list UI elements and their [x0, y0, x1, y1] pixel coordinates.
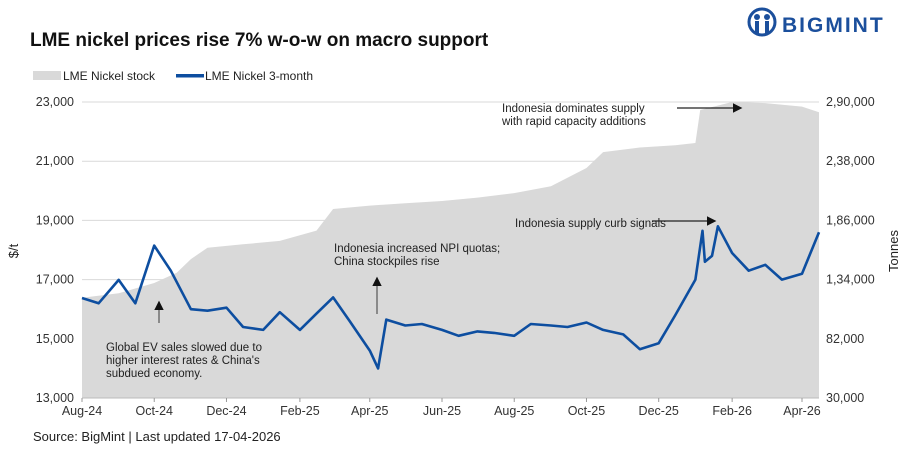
x-tick-label: Dec-25 — [639, 404, 679, 418]
x-tick-label: Oct-24 — [135, 404, 173, 418]
annotation-ev-sales: subdued economy. — [106, 368, 202, 380]
annotation-ev-sales: higher interest rates & China's — [106, 355, 260, 367]
y-tick-label: 15,000 — [36, 332, 74, 346]
y-tick-label: 17,000 — [36, 273, 74, 287]
y-tick-label: 19,000 — [36, 213, 74, 227]
y2-axis-label: Tonnes — [886, 230, 901, 272]
chart-title: LME nickel prices rise 7% w-o-w on macro… — [30, 30, 489, 51]
annotation-ev-sales: Global EV sales slowed due to — [106, 342, 262, 354]
y2-tick-label: 1,34,000 — [826, 273, 875, 287]
x-tick-label: Jun-25 — [423, 404, 461, 418]
y-tick-label: 13,000 — [36, 391, 74, 405]
y-axis-label: $/t — [6, 243, 21, 258]
y2-tick-label: 82,000 — [826, 332, 864, 346]
legend-label-stock: LME Nickel stock — [63, 69, 156, 83]
legend-swatch-stock — [33, 71, 61, 80]
source-note: Source: BigMint | Last updated 17-04-202… — [33, 429, 281, 444]
x-tick-label: Dec-24 — [206, 404, 246, 418]
y2-tick-label: 2,38,000 — [826, 154, 875, 168]
x-tick-label: Apr-26 — [783, 404, 821, 418]
y-tick-label: 21,000 — [36, 154, 74, 168]
logo-text: BIGMINT — [782, 14, 885, 37]
annotation-npi-quotas: Indonesia increased NPI quotas; — [334, 243, 500, 255]
y2-tick-label: 2,90,000 — [826, 95, 875, 109]
annotation-supply-curb: Indonesia supply curb signals — [515, 218, 666, 230]
x-tick-label: Feb-25 — [280, 404, 320, 418]
legend: LME Nickel stock LME Nickel 3-month — [33, 69, 313, 83]
brand-logo: BIGMINT — [749, 9, 885, 37]
legend-swatch-price — [176, 74, 204, 78]
legend-label-price: LME Nickel 3-month — [205, 69, 313, 83]
bigmint-logo-icon — [749, 9, 775, 35]
annotation-indonesia-dominates: Indonesia dominates supply — [502, 103, 645, 115]
x-tick-label: Feb-26 — [712, 404, 752, 418]
y2-tick-label: 30,000 — [826, 391, 864, 405]
annotation-npi-quotas: China stockpiles rise — [334, 256, 439, 268]
x-tick-label: Aug-25 — [494, 404, 534, 418]
y2-tick-label: 1,86,000 — [826, 213, 875, 227]
annotation-indonesia-dominates: with rapid capacity additions — [501, 116, 646, 128]
x-tick-label: Apr-25 — [351, 404, 389, 418]
x-tick-label: Aug-24 — [62, 404, 102, 418]
x-tick-label: Oct-25 — [568, 404, 606, 418]
y-tick-label: 23,000 — [36, 95, 74, 109]
